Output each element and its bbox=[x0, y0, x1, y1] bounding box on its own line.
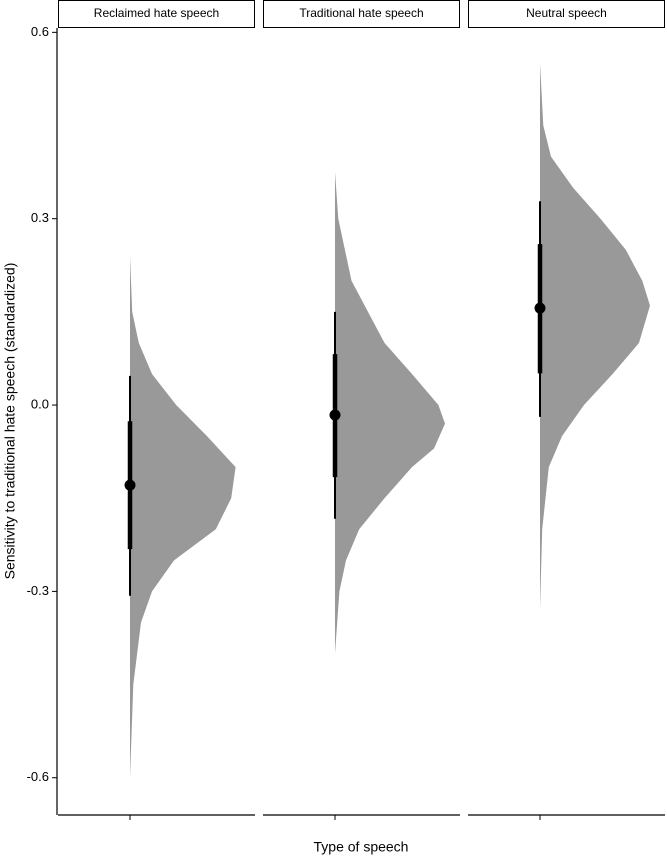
point-estimate bbox=[329, 409, 341, 421]
y-axis-title: Sensitivity to traditional hate speech (… bbox=[2, 263, 18, 580]
point-estimate bbox=[534, 302, 546, 314]
x-axis-title: Type of speech bbox=[314, 839, 409, 855]
facet-strip bbox=[468, 0, 665, 28]
facet-strip bbox=[263, 0, 460, 28]
y-tick-label: 0.6 bbox=[31, 24, 49, 39]
facet-label: Reclaimed hate speech bbox=[94, 6, 219, 20]
facet-strip bbox=[58, 0, 255, 28]
y-tick-label: -0.6 bbox=[27, 769, 49, 784]
density bbox=[335, 172, 445, 654]
density bbox=[130, 255, 236, 778]
y-tick-label: 0.0 bbox=[31, 396, 49, 411]
y-tick-label: 0.3 bbox=[31, 210, 49, 225]
point-estimate bbox=[124, 479, 136, 491]
density bbox=[540, 63, 650, 611]
y-tick-label: -0.3 bbox=[27, 583, 49, 598]
facet-label: Neutral speech bbox=[526, 6, 607, 20]
facet-label: Traditional hate speech bbox=[299, 6, 423, 20]
